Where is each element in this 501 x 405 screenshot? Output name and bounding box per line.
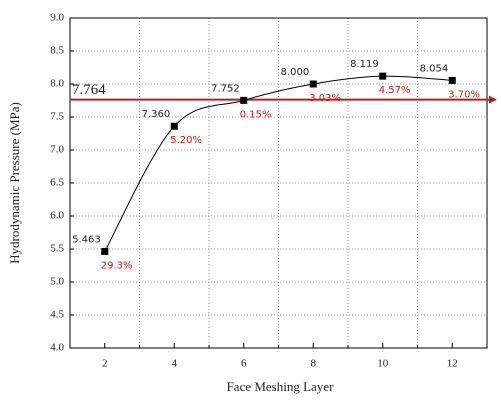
y-tick-label: 4.5 — [50, 309, 64, 321]
deviation-label: 3.70% — [448, 89, 480, 100]
reference-arrow — [489, 95, 497, 104]
y-tick-label: 7.5 — [50, 111, 64, 123]
point-marker — [309, 80, 317, 88]
deviation-label: 29.3% — [101, 260, 133, 271]
deviation-label: 0.15% — [240, 109, 272, 120]
value-label: 5.463 — [72, 234, 101, 245]
y-tick-label: 9.0 — [50, 12, 64, 24]
y-axis-title: Hydrodynamic Pressure (MPa) — [7, 102, 22, 264]
x-tick-label: 12 — [447, 358, 458, 370]
x-tick-label: 6 — [241, 358, 247, 370]
value-label: 7.360 — [142, 109, 171, 120]
value-label: 8.119 — [350, 59, 379, 70]
deviation-label: 5.20% — [170, 135, 202, 146]
x-tick-label: 10 — [377, 358, 389, 370]
value-label: 7.752 — [211, 83, 240, 94]
deviation-label: 3.03% — [309, 93, 341, 104]
x-tick-label: 2 — [102, 358, 108, 370]
value-label: 8.054 — [420, 63, 449, 74]
y-tick-label: 5.5 — [50, 243, 64, 255]
point-marker — [379, 72, 387, 80]
x-tick-label: 8 — [311, 358, 317, 370]
y-tick-label: 8.5 — [50, 45, 64, 57]
point-marker — [101, 247, 109, 255]
y-tick-label: 6.0 — [50, 210, 64, 222]
x-axis-title: Face Meshing Layer — [227, 379, 335, 394]
reference-label: 7.764 — [72, 82, 106, 98]
y-tick-label: 4.0 — [50, 342, 64, 354]
plot-frame — [69, 17, 488, 349]
deviation-label: 4.57% — [379, 85, 411, 96]
y-tick-label: 6.5 — [50, 177, 64, 189]
y-tick-label: 8.0 — [50, 78, 64, 90]
x-tick-label: 4 — [172, 358, 178, 370]
y-tick-label: 5.0 — [50, 276, 64, 288]
y-tick-label: 7.0 — [50, 144, 64, 156]
point-marker — [170, 122, 178, 130]
point-marker — [240, 96, 248, 104]
value-label: 8.000 — [281, 67, 310, 78]
point-marker — [448, 76, 456, 84]
